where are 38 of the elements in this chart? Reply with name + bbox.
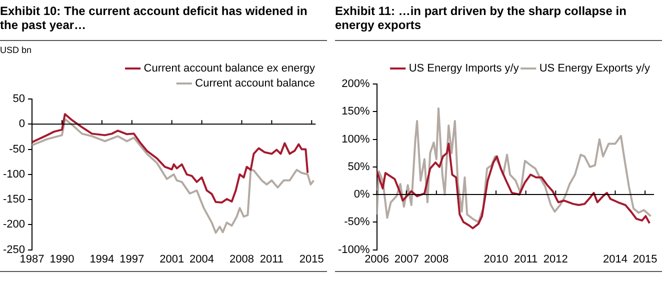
x-tick-label: 2004 [190,253,214,266]
x-tick-label: 1990 [50,253,74,266]
legend-label: Current account balance [195,78,316,90]
y-tick-label: 50 [12,93,26,106]
legend-label: US Energy Exports y/y [539,62,650,75]
y-tick-label: -50% [344,216,370,228]
x-tick-label: 2012 [543,253,568,266]
x-tick-label: 2014 [603,253,628,266]
x-tick-label: 1994 [90,253,114,266]
chart-title: Exhibit 10: The current account deficit has widened in the past year… [0,0,327,41]
x-tick-label: 2001 [160,253,184,266]
x-tick-label: 2010 [484,253,508,266]
y-tick-label: -250 [2,244,26,256]
legend-label: Current account balance ex energy [144,62,316,75]
x-tick-label: 1997 [120,253,144,266]
y-tick-label: -100 [2,168,26,180]
y-tick-label: 100% [342,133,370,146]
y-tick-label: 0 [18,118,26,130]
y-tick-label: 150% [342,106,370,118]
x-tick-label: 2015 [299,253,324,266]
x-tick-label: 2008 [230,253,254,266]
x-tick-label: 2008 [424,253,449,266]
x-tick-label: 1987 [20,253,44,266]
y-tick-label: -200 [2,218,26,231]
y-tick-label: 200% [342,78,370,90]
legend-label: US Energy Imports y/y [408,62,520,75]
chart-title: Exhibit 11: …in part driven by the sharp collapse in energy exports [335,0,662,41]
x-tick-label: 2015 [632,253,658,266]
x-tick-label: 2011 [514,253,538,266]
y-tick-label: -150 [2,194,26,206]
y-tick-label: -50 [9,143,26,156]
x-tick-label: 2011 [260,253,284,266]
y-tick-label: -100% [338,244,370,256]
x-tick-label: 2006 [364,253,390,266]
y-axis-title: USD bn [0,44,33,57]
y-tick-label: 0% [354,188,370,201]
x-tick-label: 2007 [394,253,419,266]
y-tick-label: 50% [348,160,370,173]
